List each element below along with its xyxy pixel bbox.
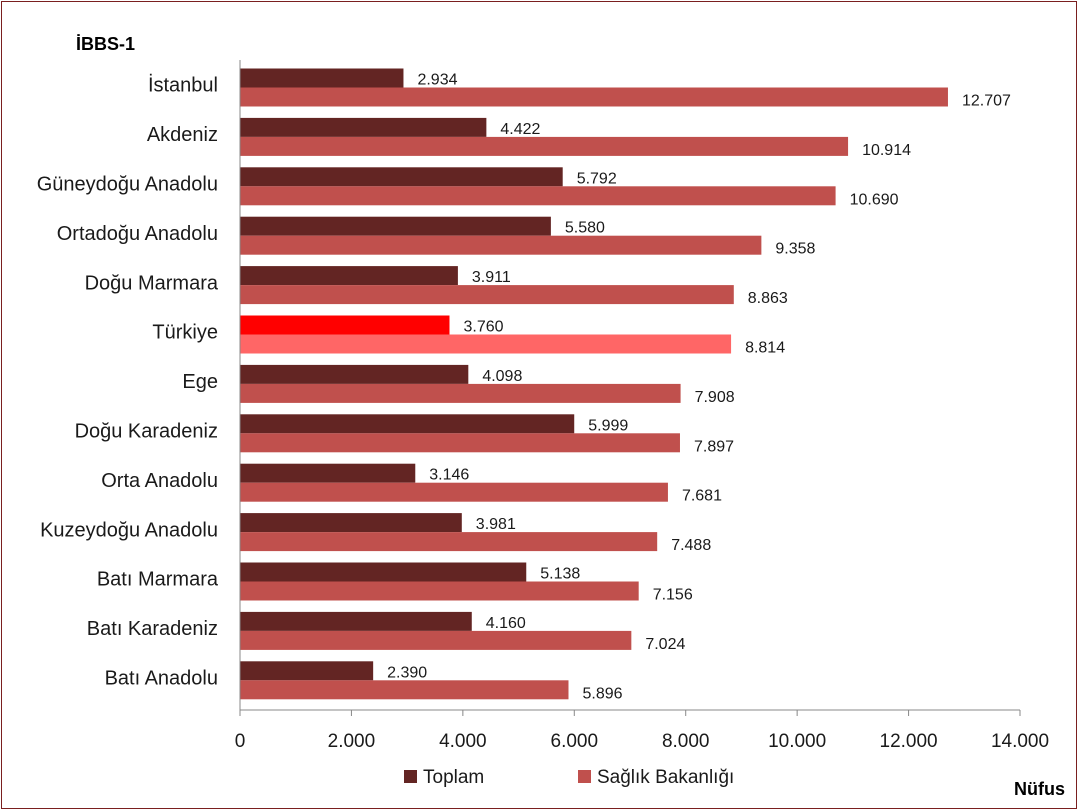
legend-label-saglik-bakanligi: Sağlık Bakanlığı <box>597 767 734 788</box>
category-label: Kuzeydoğu Anadolu <box>40 519 218 541</box>
category-label: İstanbul <box>148 74 218 97</box>
x-axis: 0 2.000 4.000 6.000 8.000 10.000 12.000 14.000 <box>235 60 1049 752</box>
data-label-saglik-bakanligi: 7.897 <box>694 438 734 455</box>
bar-saglik-bakanligi <box>240 433 680 453</box>
data-label-saglik-bakanligi: 5.896 <box>582 685 622 702</box>
data-label-saglik-bakanligi: 8.863 <box>748 290 788 307</box>
category-label: Batı Anadolu <box>105 668 218 690</box>
category-label: Akdeniz <box>147 124 218 146</box>
legend: Toplam Sağlık Bakanlığı <box>404 767 734 788</box>
data-label-toplam: 5.999 <box>588 417 628 434</box>
legend-swatch-toplam <box>404 770 417 783</box>
category-label: Türkiye <box>152 322 218 344</box>
bar-saglik-bakanligi <box>240 285 734 305</box>
x-tick-label: 6.000 <box>551 731 599 752</box>
bar-saglik-bakanligi <box>240 334 732 354</box>
bar-toplam <box>240 611 472 631</box>
data-label-toplam: 3.911 <box>472 269 511 286</box>
data-label-saglik-bakanligi: 10.914 <box>862 142 911 159</box>
data-label-toplam: 5.138 <box>540 566 580 583</box>
x-tick-label: 0 <box>235 731 246 752</box>
data-label-toplam: 3.981 <box>476 516 516 533</box>
bar-toplam <box>240 315 450 335</box>
x-axis-label: Nüfus <box>1014 779 1065 799</box>
bar-toplam <box>240 266 458 286</box>
chart-title: İBBS-1 <box>76 34 135 54</box>
bar-saglik-bakanligi <box>240 532 658 552</box>
data-label-toplam: 3.760 <box>463 319 503 336</box>
x-tick-label: 10.000 <box>768 731 826 752</box>
bar-toplam <box>240 414 575 434</box>
data-label-toplam: 4.098 <box>482 368 522 385</box>
bar-toplam <box>240 463 416 483</box>
bar-saglik-bakanligi <box>240 136 849 156</box>
x-tick-label: 12.000 <box>880 731 938 752</box>
x-tick-label: 4.000 <box>439 731 487 752</box>
data-label-saglik-bakanligi: 10.690 <box>850 191 899 208</box>
category-label: Ege <box>182 371 218 393</box>
data-label-saglik-bakanligi: 9.358 <box>775 241 815 258</box>
data-label-toplam: 5.580 <box>565 220 605 237</box>
bar-toplam <box>240 513 462 533</box>
bar-saglik-bakanligi <box>240 87 948 107</box>
bar-toplam <box>240 661 374 681</box>
bar-saglik-bakanligi <box>240 186 836 206</box>
data-label-saglik-bakanligi: 7.681 <box>682 488 722 505</box>
category-label: Ortadoğu Anadolu <box>57 223 218 245</box>
data-label-toplam: 4.422 <box>500 121 540 138</box>
x-tick-label: 2.000 <box>328 731 376 752</box>
x-tick-label: 8.000 <box>662 731 710 752</box>
bar-toplam <box>240 562 527 582</box>
category-label: Batı Marmara <box>97 569 219 591</box>
bar-saglik-bakanligi <box>240 235 762 255</box>
x-tick-label: 14.000 <box>991 731 1049 752</box>
legend-label-toplam: Toplam <box>423 767 484 788</box>
data-label-saglik-bakanligi: 7.156 <box>653 587 693 604</box>
bar-toplam <box>240 117 487 137</box>
bar-saglik-bakanligi <box>240 630 632 650</box>
bar-saglik-bakanligi <box>240 482 668 502</box>
category-label: Batı Karadeniz <box>87 618 218 640</box>
category-label: Güneydoğu Anadolu <box>37 174 218 196</box>
data-label-saglik-bakanligi: 7.488 <box>671 537 711 554</box>
bar-toplam <box>240 364 469 384</box>
bar-toplam <box>240 216 551 236</box>
data-label-saglik-bakanligi: 7.024 <box>645 636 685 653</box>
legend-swatch-saglik-bakanligi <box>578 770 591 783</box>
category-label: Doğu Karadeniz <box>75 421 218 443</box>
data-label-saglik-bakanligi: 8.814 <box>745 340 785 357</box>
bar-saglik-bakanligi <box>240 383 681 403</box>
data-label-toplam: 4.160 <box>486 615 526 632</box>
bar-saglik-bakanligi <box>240 680 569 700</box>
category-label: Doğu Marmara <box>85 272 219 294</box>
data-label-toplam: 5.792 <box>577 170 617 187</box>
category-label: Orta Anadolu <box>101 470 218 492</box>
bar-toplam <box>240 167 563 187</box>
bars-group: İstanbul 2.934 12.707 Akdeniz 4.422 10.914 Gün… <box>37 68 1011 702</box>
data-label-toplam: 3.146 <box>429 467 469 484</box>
data-label-saglik-bakanligi: 12.707 <box>962 93 1011 110</box>
bar-saglik-bakanligi <box>240 581 639 601</box>
data-label-toplam: 2.934 <box>417 72 457 89</box>
data-label-saglik-bakanligi: 7.908 <box>695 389 735 406</box>
bar-toplam <box>240 68 404 88</box>
data-label-toplam: 2.390 <box>387 664 427 681</box>
